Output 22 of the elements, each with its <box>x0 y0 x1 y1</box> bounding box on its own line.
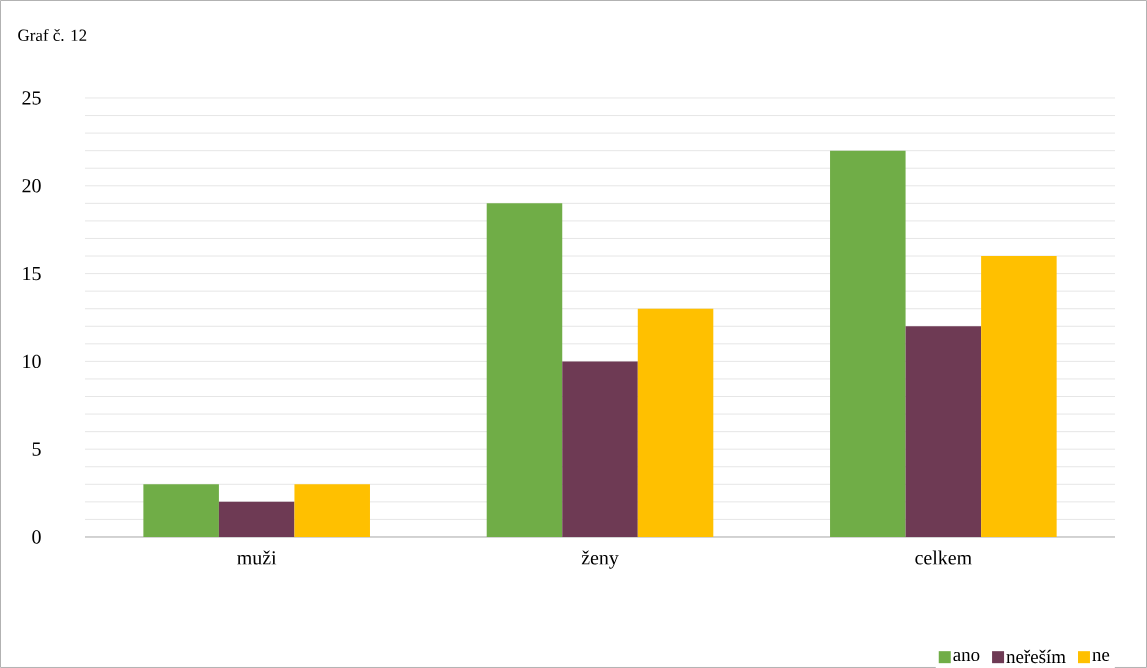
y-tick-label: 20 <box>22 178 41 193</box>
legend-label: ano <box>953 651 980 661</box>
bar <box>294 484 370 537</box>
chart-title: Graf č. 12 <box>18 28 87 41</box>
y-tick-label: 5 <box>32 442 41 456</box>
bar <box>218 501 295 537</box>
legend-label: ne <box>1092 651 1110 661</box>
y-tick-label: 25 <box>22 91 41 105</box>
bar <box>981 255 1057 537</box>
x-tick-label: celkem <box>915 550 972 565</box>
legend-label: neřeším <box>1006 649 1066 663</box>
y-tick-label: 0 <box>32 530 41 544</box>
x-tick-label: muži <box>237 550 277 565</box>
bar <box>637 308 714 537</box>
y-tick-label: 15 <box>23 266 41 281</box>
y-tick-label: 10 <box>23 354 41 368</box>
bar <box>905 326 982 537</box>
bar <box>562 361 638 537</box>
bar <box>486 203 563 537</box>
bar <box>143 484 219 537</box>
x-tick-label: ženy <box>581 550 619 569</box>
bar <box>830 150 906 537</box>
